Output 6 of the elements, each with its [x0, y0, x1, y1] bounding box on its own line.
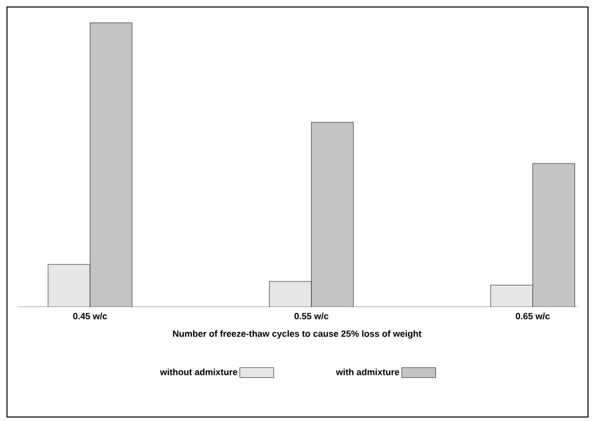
x-tick-label: 0.45 w/c: [73, 312, 108, 320]
x-tick-label: 0.55 w/c: [294, 312, 328, 320]
x-axis-title: Number of freeze-thaw cycles to cause 25% loss of weight: [173, 330, 422, 339]
legend-label: with admixture: [336, 368, 400, 376]
legend-label: without admixture: [160, 368, 238, 376]
x-tick-label: 0.65 w/c: [516, 312, 550, 320]
